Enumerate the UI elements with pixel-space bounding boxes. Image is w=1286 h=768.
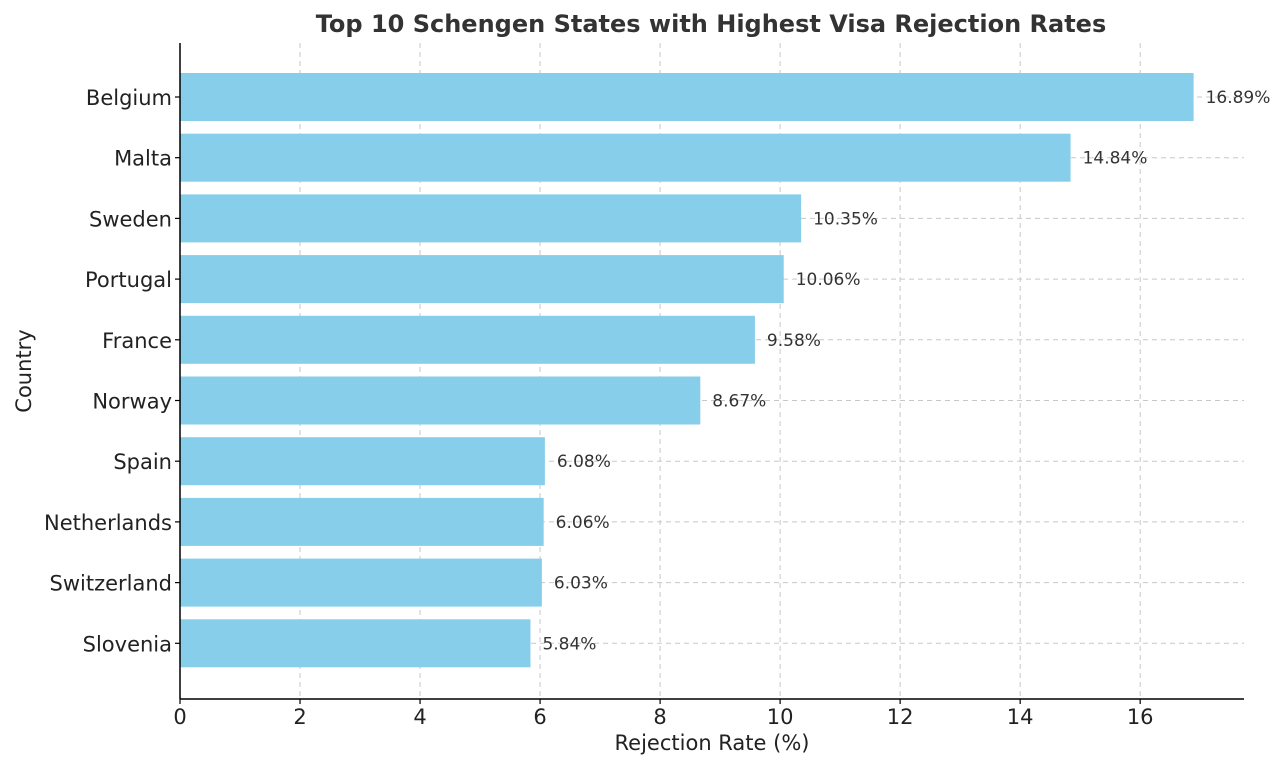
axis-layer — [179, 43, 1244, 700]
y-axis-label: Country — [12, 329, 36, 412]
y-tick-label-france: France — [102, 329, 172, 353]
data-labels-layer: 16.89% 14.84% 10.35% 10.06% 9.58% 8.67% 6.08% 6… — [542, 88, 1270, 654]
x-tick-label-12: 12 — [887, 705, 914, 729]
data-label-portugal: 10.06% — [796, 270, 861, 290]
y-tick-label-malta: Malta — [114, 147, 172, 171]
y-tick-label-netherlands: Netherlands — [44, 511, 172, 535]
y-tick-label-sweden: Sweden — [89, 207, 172, 231]
x-tick-label-10: 10 — [767, 705, 794, 729]
x-tick-label-4: 4 — [413, 705, 426, 729]
data-label-switzerland: 6.03% — [554, 574, 608, 594]
x-tick-label-2: 2 — [293, 705, 306, 729]
y-tick-label-portugal: Portugal — [85, 268, 172, 292]
data-label-slovenia: 5.84% — [542, 634, 596, 654]
x-tick-label-16: 16 — [1127, 705, 1154, 729]
x-tick-label-0: 0 — [173, 705, 186, 729]
y-tick-label-spain: Spain — [113, 450, 172, 474]
chart-title: Top 10 Schengen States with Highest Visa… — [316, 10, 1107, 38]
bars-layer — [180, 73, 1194, 668]
bar-belgium — [180, 73, 1194, 121]
y-tick-label-norway: Norway — [92, 390, 172, 414]
y-tick-label-slovenia: Slovenia — [83, 632, 172, 656]
ticks-layer: Belgium Malta Sweden Portugal France Norway Sp… — [44, 86, 1154, 729]
bar-slovenia — [180, 619, 531, 668]
x-tick-label-6: 6 — [533, 705, 546, 729]
bar-switzerland — [180, 558, 542, 607]
data-label-sweden: 10.35% — [813, 209, 878, 229]
data-label-norway: 8.67% — [712, 392, 766, 412]
bar-spain — [180, 437, 545, 486]
bar-sweden — [180, 194, 802, 243]
data-label-spain: 6.08% — [557, 452, 611, 472]
bar-norway — [180, 376, 701, 425]
data-label-malta: 14.84% — [1083, 149, 1148, 169]
data-label-belgium: 16.89% — [1206, 88, 1271, 108]
bar-malta — [180, 133, 1071, 182]
data-label-france: 9.58% — [767, 331, 821, 351]
bar-portugal — [180, 255, 784, 304]
y-tick-label-belgium: Belgium — [86, 86, 172, 110]
bar-france — [180, 315, 755, 364]
data-label-netherlands: 6.06% — [556, 513, 610, 533]
x-tick-label-14: 14 — [1007, 705, 1034, 729]
x-tick-label-8: 8 — [653, 705, 666, 729]
y-tick-label-switzerland: Switzerland — [50, 572, 173, 596]
bar-netherlands — [180, 497, 544, 546]
x-axis-label: Rejection Rate (%) — [615, 731, 810, 755]
